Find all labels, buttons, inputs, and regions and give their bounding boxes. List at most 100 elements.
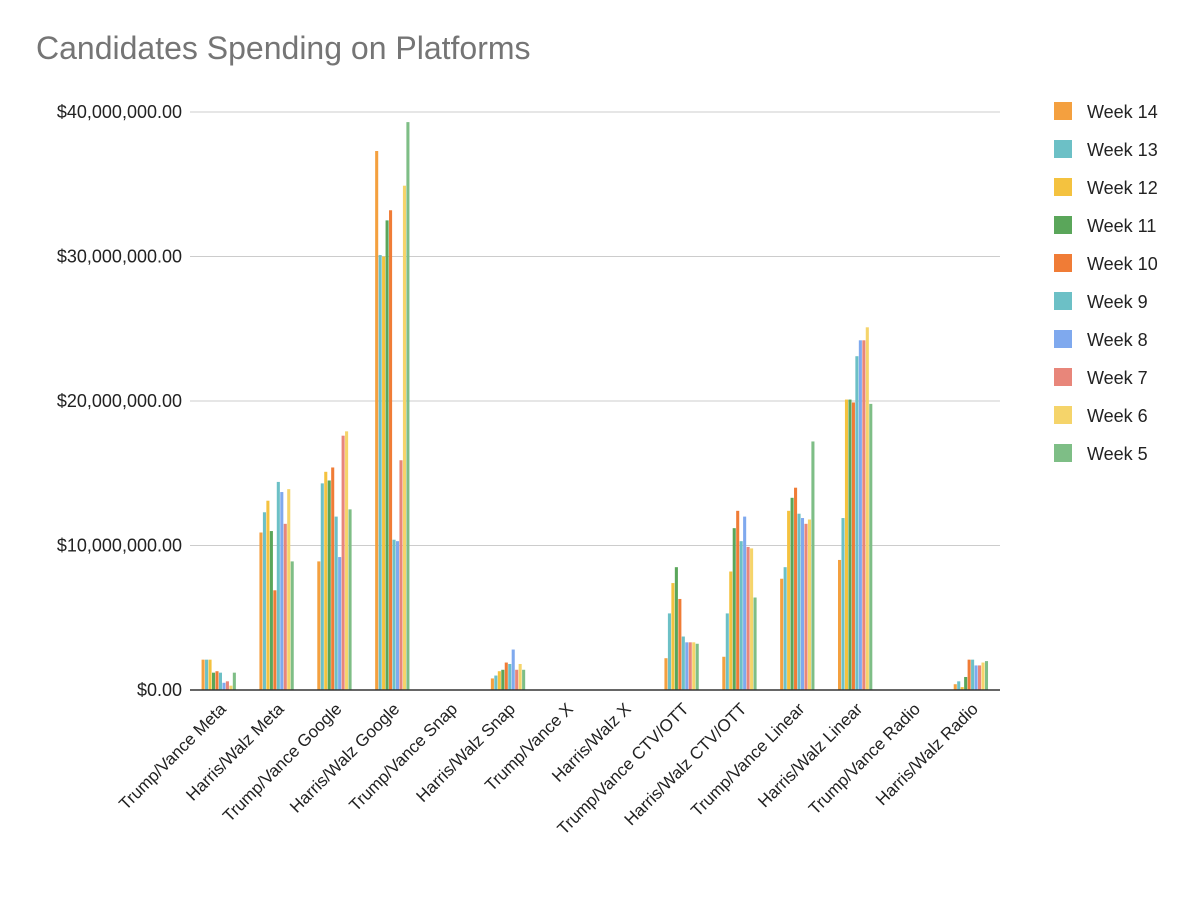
bar [725, 613, 729, 690]
legend-swatch [1054, 406, 1072, 424]
bar [960, 687, 964, 690]
bar [208, 659, 212, 690]
bar [395, 541, 400, 690]
bar [804, 523, 808, 690]
y-tick-label: $0.00 [137, 680, 182, 700]
bar [522, 669, 526, 690]
bar [865, 327, 869, 690]
bar [269, 531, 273, 690]
bar [667, 613, 671, 690]
bars [201, 122, 989, 691]
legend-swatch [1054, 102, 1072, 120]
legend-entry: Week 7 [1087, 368, 1148, 388]
bar [345, 431, 349, 690]
bar [736, 510, 740, 690]
legend-entry: Week 14 [1087, 102, 1158, 122]
x-tick-label: Trump/Vance Meta [115, 699, 230, 814]
legend-swatch [1054, 216, 1072, 234]
x-tick-label: Harris/Walz Google [286, 699, 403, 816]
x-tick-label: Trump/Vance Radio [805, 699, 924, 818]
x-tick-label: Trump/Vance Snap [346, 699, 462, 815]
bar [406, 122, 410, 691]
bar [681, 636, 685, 690]
bar [382, 256, 386, 690]
bar [280, 492, 284, 690]
bar [797, 513, 801, 690]
bar [276, 481, 280, 690]
bar [402, 185, 406, 690]
bar [729, 571, 733, 690]
bar [201, 659, 205, 690]
bar [290, 561, 294, 690]
bar [501, 669, 505, 690]
gridlines [190, 111, 1000, 546]
y-tick-label: $10,000,000.00 [57, 536, 182, 556]
legend-swatch [1054, 368, 1072, 386]
bar [790, 497, 794, 690]
bar [746, 546, 750, 690]
bar [732, 528, 736, 690]
bar [953, 684, 957, 690]
legend-swatch [1054, 140, 1072, 158]
bar [964, 676, 968, 690]
bar [671, 583, 675, 690]
bar [695, 643, 699, 690]
bar [320, 483, 324, 690]
bar [800, 518, 805, 690]
bar [981, 662, 985, 690]
bar [385, 220, 389, 690]
bar [862, 340, 866, 690]
bar [678, 598, 682, 690]
bar [967, 659, 971, 690]
bar [957, 681, 961, 690]
bar [783, 567, 787, 690]
bar [375, 151, 379, 690]
legend-entry: Week 11 [1087, 216, 1156, 236]
bar [232, 672, 236, 690]
bar [262, 512, 266, 690]
bar [838, 559, 842, 690]
bar [211, 672, 216, 690]
bar [844, 399, 849, 690]
bar [225, 681, 229, 690]
bar [750, 548, 754, 690]
bar [399, 460, 403, 690]
bar [497, 671, 501, 690]
bar [855, 356, 859, 690]
bar [348, 509, 352, 690]
bar [685, 642, 689, 690]
bar [674, 567, 678, 690]
bar [215, 671, 219, 690]
bar [974, 665, 978, 690]
bar [218, 672, 222, 690]
bar [515, 669, 519, 690]
bar [518, 663, 522, 690]
bar [341, 435, 345, 690]
legend-entry: Week 13 [1087, 140, 1158, 160]
bar [389, 210, 393, 690]
legend: Week 14 Week 13 Week 12 Week 11 Week 10 Week … [1054, 102, 1158, 464]
bar [222, 682, 226, 690]
bar [780, 578, 784, 690]
bar [229, 685, 233, 690]
bar [494, 675, 498, 690]
bar [392, 539, 396, 690]
legend-entry: Week 9 [1087, 292, 1148, 312]
bar [334, 516, 338, 690]
bar [511, 649, 515, 690]
bar [978, 665, 982, 690]
y-tick-label: $30,000,000.00 [57, 247, 182, 267]
axes: $0.00 $10,000,000.00 $20,000,000.00 $30,000… [57, 102, 1000, 838]
bar [722, 656, 726, 690]
bar [378, 255, 382, 690]
x-tick-label: Harris/Walz Linear [754, 699, 866, 811]
x-tick-label: Harris/Walz Meta [182, 699, 288, 805]
bar [664, 658, 668, 690]
x-tick-label: Harris/Walz Radio [872, 699, 982, 809]
bar [692, 642, 696, 690]
bar [807, 519, 811, 690]
legend-entry: Week 12 [1087, 178, 1158, 198]
bar [331, 467, 335, 690]
bar [273, 590, 277, 690]
bar [753, 597, 757, 690]
